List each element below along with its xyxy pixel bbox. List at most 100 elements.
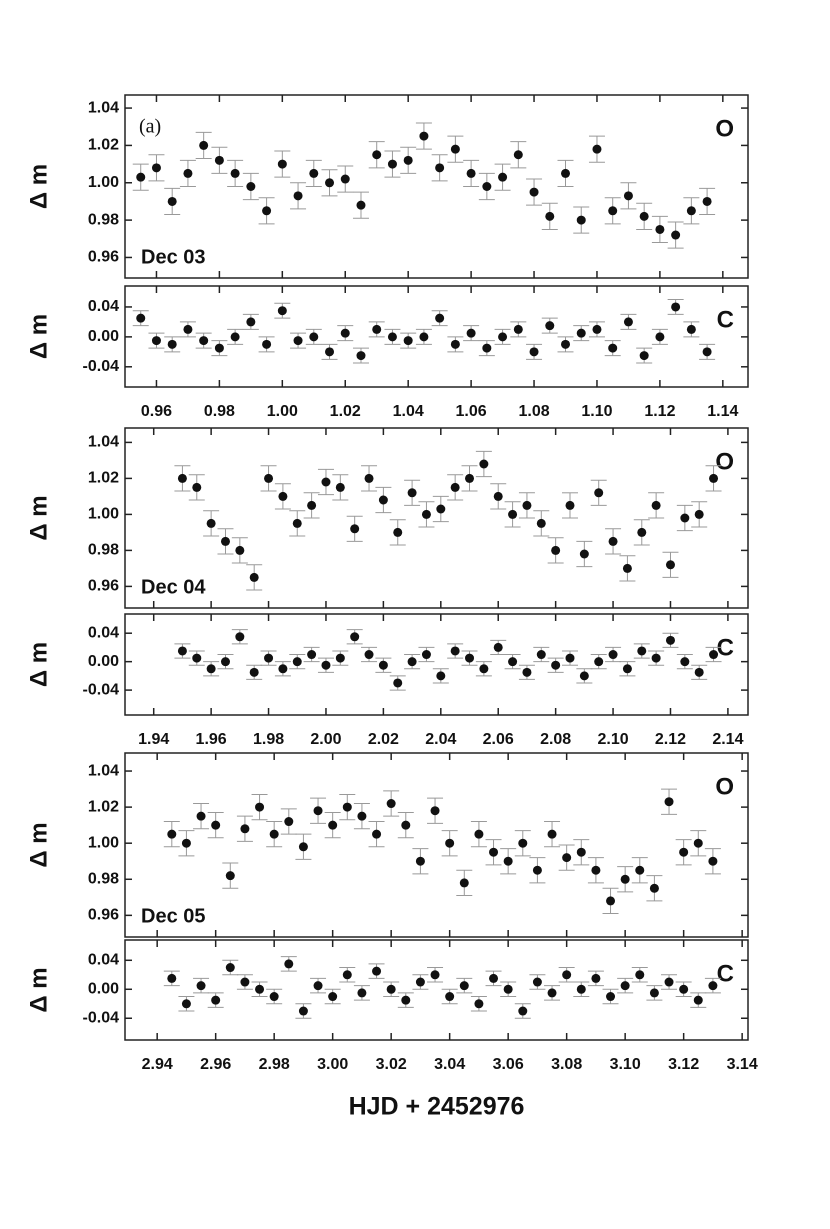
point xyxy=(545,211,555,221)
point xyxy=(357,988,367,998)
point xyxy=(269,829,279,839)
point xyxy=(342,970,352,980)
point xyxy=(235,545,245,555)
point xyxy=(183,324,193,334)
point xyxy=(167,196,177,206)
point xyxy=(576,328,586,338)
point xyxy=(177,646,187,656)
point xyxy=(340,174,350,184)
point xyxy=(620,981,630,991)
point xyxy=(181,838,191,848)
y-tick-label: 1.02 xyxy=(88,137,119,154)
point xyxy=(655,224,665,234)
point xyxy=(709,650,719,660)
point xyxy=(498,172,508,182)
plot-frame xyxy=(124,285,749,388)
x-tick-label: 1.98 xyxy=(253,731,284,748)
point xyxy=(518,838,528,848)
y-tick-label: 0.00 xyxy=(88,328,119,345)
point xyxy=(249,667,259,677)
point xyxy=(622,664,632,674)
point xyxy=(680,513,690,523)
plot-frame xyxy=(124,94,749,279)
point xyxy=(264,653,274,663)
point xyxy=(309,168,319,178)
point xyxy=(401,995,411,1005)
point xyxy=(378,495,388,505)
point xyxy=(479,664,489,674)
point xyxy=(230,168,240,178)
x-tick-label: 1.06 xyxy=(456,403,487,420)
point xyxy=(419,131,429,141)
point xyxy=(364,473,374,483)
point xyxy=(255,984,265,994)
point xyxy=(298,842,308,852)
point xyxy=(551,545,561,555)
point xyxy=(350,524,360,534)
point xyxy=(592,144,602,154)
point xyxy=(529,347,539,357)
point xyxy=(679,847,689,857)
point xyxy=(594,488,604,498)
point xyxy=(277,306,287,316)
y-tick-label: -0.04 xyxy=(83,1009,120,1026)
point xyxy=(639,351,649,361)
point xyxy=(328,820,338,830)
y-axis-label: Δ m xyxy=(25,822,52,867)
x-axis-label: HJD + 2452976 xyxy=(349,1093,525,1121)
date-label: Dec 05 xyxy=(141,905,206,927)
date-label: Dec 03 xyxy=(141,246,206,268)
point xyxy=(387,332,397,342)
point xyxy=(479,459,489,469)
point xyxy=(313,806,323,816)
point xyxy=(403,155,413,165)
point xyxy=(199,336,209,346)
point xyxy=(240,824,250,834)
series-label: O xyxy=(715,448,734,475)
point xyxy=(547,988,557,998)
point xyxy=(167,829,177,839)
point xyxy=(694,509,704,519)
point xyxy=(562,970,572,980)
point xyxy=(246,317,256,327)
date-label: Dec 04 xyxy=(141,576,206,598)
y-tick-label: -0.04 xyxy=(83,358,120,375)
point xyxy=(436,671,446,681)
point xyxy=(435,313,445,323)
point xyxy=(181,999,191,1009)
point xyxy=(671,230,681,240)
y-tick-label: 0.00 xyxy=(88,980,119,997)
point xyxy=(313,981,323,991)
point xyxy=(151,336,161,346)
point xyxy=(211,995,221,1005)
y-tick-label: 0.98 xyxy=(88,211,119,228)
point xyxy=(328,992,338,1002)
point xyxy=(551,660,561,670)
point xyxy=(635,865,645,875)
x-tick-label: 2.08 xyxy=(540,731,571,748)
x-tick-label: 1.08 xyxy=(518,403,549,420)
x-tick-label: 1.94 xyxy=(138,731,169,748)
point xyxy=(214,155,224,165)
point xyxy=(450,482,460,492)
point xyxy=(536,518,546,528)
point xyxy=(450,646,460,656)
x-tick-label: 1.04 xyxy=(393,403,424,420)
point xyxy=(220,536,230,546)
y-axis-label: Δ m xyxy=(25,314,52,359)
point xyxy=(608,343,618,353)
point xyxy=(489,847,499,857)
y-tick-label: 0.96 xyxy=(88,249,119,266)
point xyxy=(230,332,240,342)
point xyxy=(702,347,712,357)
y-tick-label: 1.04 xyxy=(88,99,119,116)
point xyxy=(664,797,674,807)
point xyxy=(278,664,288,674)
point xyxy=(284,817,294,827)
point xyxy=(307,650,317,660)
point xyxy=(136,313,146,323)
point xyxy=(450,339,460,349)
point xyxy=(293,191,303,201)
point xyxy=(608,650,618,660)
